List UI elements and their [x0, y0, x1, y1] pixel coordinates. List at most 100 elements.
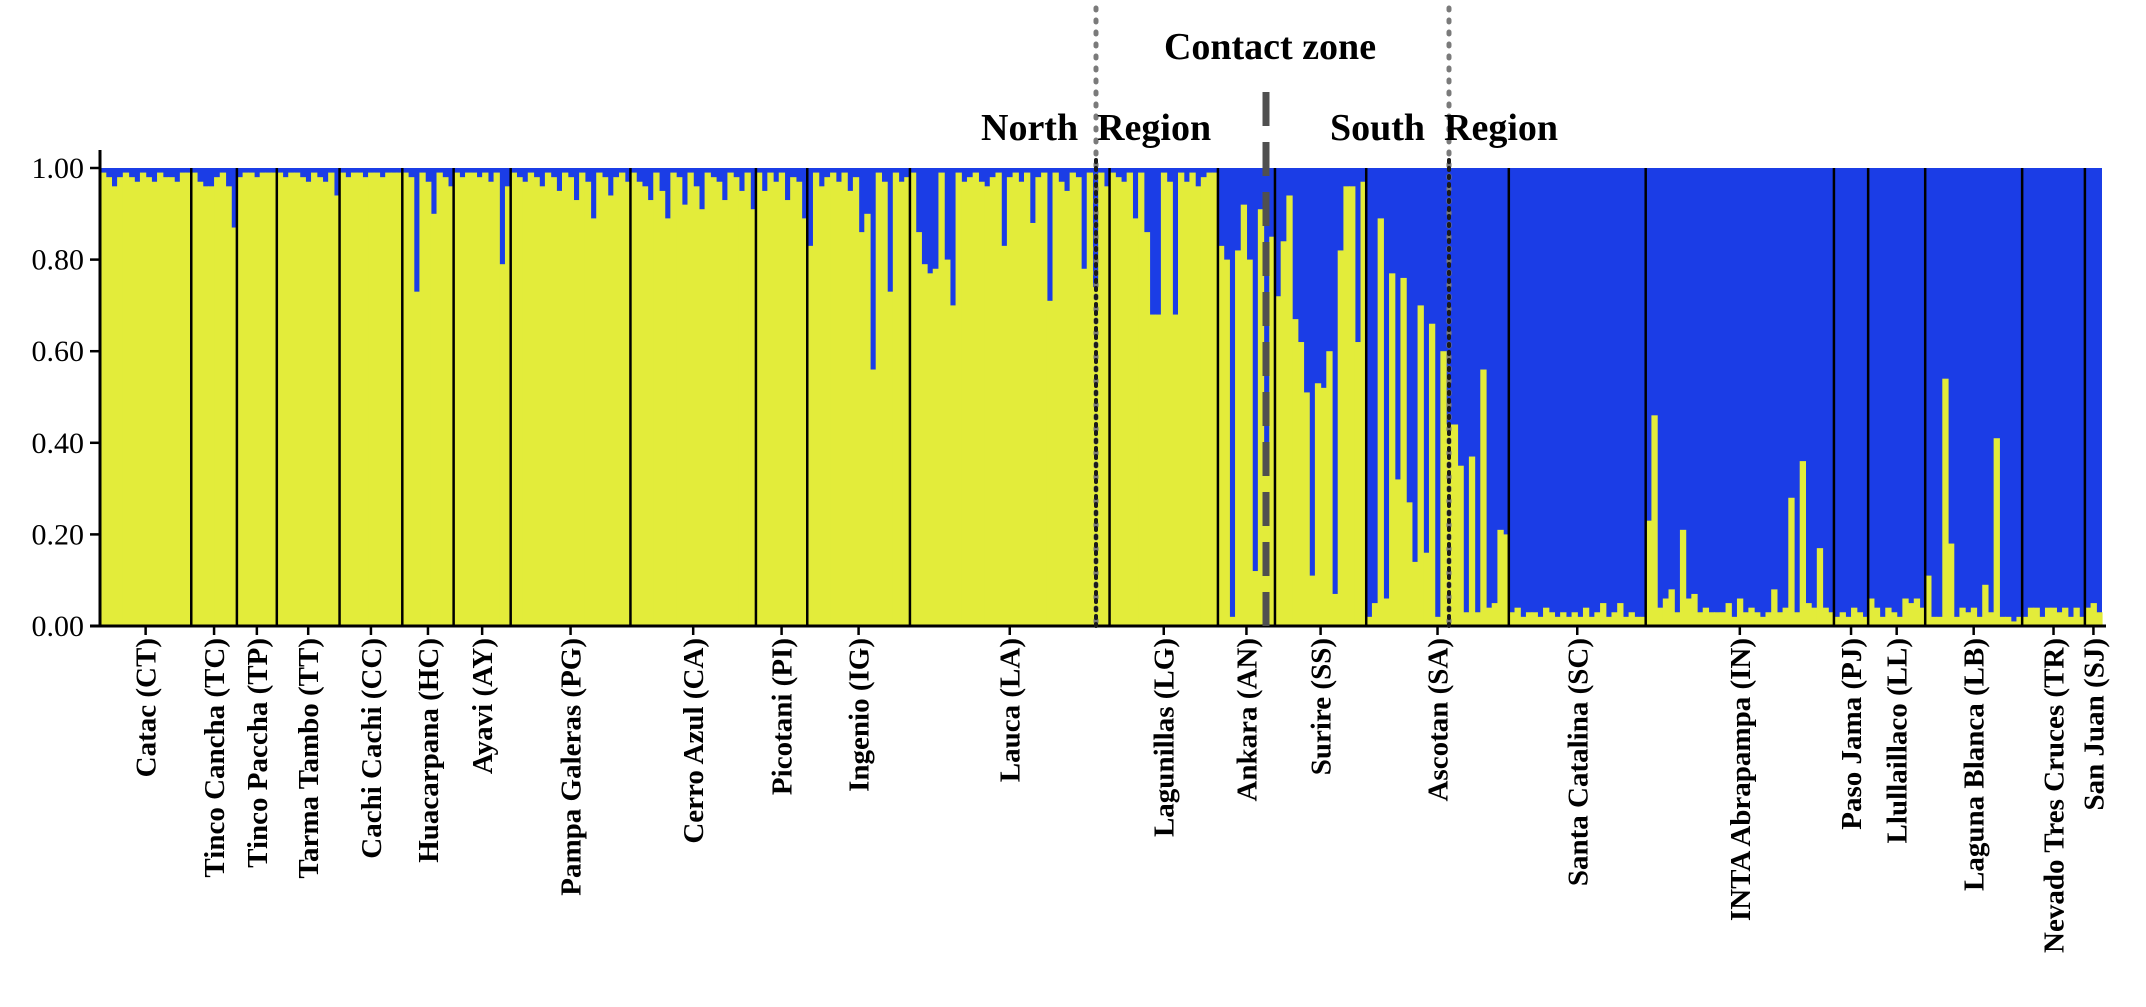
admixture-bar [179, 172, 187, 626]
admixture-bar [1708, 612, 1715, 626]
admixture-bar [1930, 616, 1938, 626]
admixture-bar [1605, 616, 1613, 626]
admixture-bar [2005, 616, 2012, 626]
admixture-bar [356, 172, 363, 626]
admixture-bar [550, 177, 557, 626]
admixture-bar [1006, 177, 1014, 626]
admixture-bar [1326, 351, 1333, 626]
admixture-bar [1754, 612, 1761, 626]
admixture-bar [379, 177, 386, 626]
admixture-bar [2079, 616, 2086, 626]
admixture-bar [1725, 603, 1732, 626]
admixture-bar [174, 181, 181, 627]
admixture-bar [1486, 607, 1493, 626]
admixture-bar [539, 186, 546, 626]
admixture-bar [527, 172, 535, 626]
admixture-bar [1411, 561, 1419, 626]
admixture-bar [1417, 305, 1424, 626]
admixture-bar [795, 181, 803, 627]
admixture-bar [1297, 342, 1305, 626]
admixture-bar [607, 195, 614, 627]
admixture-bar [265, 172, 272, 626]
admixture-bar [773, 181, 780, 627]
admixture-bar [1856, 612, 1864, 626]
admixture-bar [1525, 612, 1533, 626]
admixture-bar [955, 172, 962, 626]
admixture-bar [601, 177, 609, 626]
admixture-bar [157, 172, 164, 626]
admixture-bar [339, 172, 346, 626]
admixture-bar [1480, 369, 1487, 626]
population-label: Cerro Azul (CA) [678, 638, 710, 844]
admixture-bar [1195, 186, 1202, 626]
admixture-bar [299, 177, 306, 626]
admixture-bar [168, 177, 175, 626]
admixture-bar [1235, 250, 1242, 626]
admixture-bar [1965, 612, 1972, 626]
admixture-bar [824, 177, 831, 626]
admixture-bar [208, 186, 215, 626]
admixture-bar [590, 218, 597, 626]
population-label: Tarma Tambo (TT) [293, 638, 325, 879]
admixture-bar [1617, 603, 1624, 626]
admixture-bar [385, 172, 392, 626]
admixture-bar [1822, 607, 1829, 626]
admixture-bar [1394, 479, 1402, 626]
admixture-bar [1223, 259, 1230, 626]
admixture-bar [1582, 607, 1590, 626]
admixture-bar [1001, 245, 1008, 627]
admixture-bar [1018, 181, 1025, 627]
admixture-bar [1126, 172, 1133, 626]
admixture-bar [1736, 598, 1744, 626]
admixture-bar [1063, 190, 1071, 626]
admixture-bar [738, 190, 746, 626]
admixture-bar [1212, 172, 1219, 626]
admixture-bar [1115, 177, 1122, 626]
admixture-bar [858, 232, 865, 626]
admixture-bar [1731, 616, 1738, 626]
admixture-bar [1217, 245, 1225, 627]
admixture-bar [921, 264, 928, 626]
admixture-bar [716, 181, 723, 627]
admixture-bar [1788, 497, 1795, 626]
admixture-bar [727, 172, 734, 626]
admixture-bar [1366, 616, 1373, 626]
admixture-bar [425, 181, 432, 627]
population-label: Cachi Cachi (CC) [356, 638, 388, 859]
admixture-bar [293, 172, 301, 626]
admixture-bar [105, 177, 112, 626]
admixture-bar [596, 172, 603, 626]
admixture-bar [2044, 607, 2052, 626]
admixture-bar [214, 177, 221, 626]
admixture-bar [236, 177, 244, 626]
admixture-bar [1012, 172, 1019, 626]
admixture-bar [835, 181, 843, 627]
admixture-bar [915, 232, 922, 626]
admixture-bar [1081, 268, 1088, 626]
admixture-bar [1999, 616, 2006, 626]
admixture-bar [1229, 616, 1236, 626]
admixture-bar [1132, 218, 1139, 626]
admixture-bar [408, 177, 415, 626]
admixture-bar [938, 172, 945, 626]
admixture-bar [1577, 616, 1584, 626]
admixture-bar [1839, 612, 1846, 626]
admixture-bar [670, 172, 677, 626]
admixture-bar [151, 181, 158, 627]
admixture-bar [1851, 607, 1858, 626]
admixture-bar [288, 172, 295, 626]
admixture-bar [1959, 607, 1966, 626]
admixture-bar [2027, 607, 2035, 626]
population-label: Laguna Blanca (LB) [1959, 638, 1991, 891]
admixture-bar [676, 177, 683, 626]
admixture-bar [619, 172, 626, 626]
admixture-bar [807, 245, 814, 627]
admixture-bar [961, 181, 968, 627]
admixture-bar [1794, 612, 1801, 626]
admixture-bar [1206, 172, 1213, 626]
admixture-bar [465, 172, 472, 626]
population-label: Tinco Cancha (TC) [199, 638, 231, 878]
admixture-bar [390, 172, 398, 626]
admixture-bar [1052, 172, 1059, 626]
admixture-bar [1463, 612, 1470, 626]
